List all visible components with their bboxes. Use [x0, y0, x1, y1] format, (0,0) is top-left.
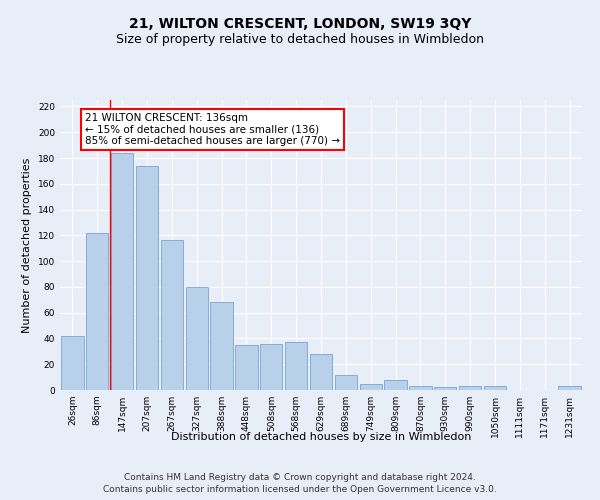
Bar: [211, 302, 233, 390]
Bar: [484, 386, 506, 390]
Bar: [459, 386, 481, 390]
Bar: [335, 374, 357, 390]
Bar: [136, 166, 158, 390]
Bar: [235, 345, 257, 390]
Bar: [285, 342, 307, 390]
Bar: [310, 354, 332, 390]
Text: 21 WILTON CRESCENT: 136sqm
← 15% of detached houses are smaller (136)
85% of sem: 21 WILTON CRESCENT: 136sqm ← 15% of deta…: [85, 113, 340, 146]
Bar: [86, 233, 109, 390]
Bar: [161, 240, 183, 390]
Text: Distribution of detached houses by size in Wimbledon: Distribution of detached houses by size …: [171, 432, 471, 442]
Text: Contains HM Land Registry data © Crown copyright and database right 2024.: Contains HM Land Registry data © Crown c…: [124, 472, 476, 482]
Bar: [61, 336, 83, 390]
Bar: [111, 153, 133, 390]
Bar: [559, 386, 581, 390]
Bar: [185, 287, 208, 390]
Bar: [409, 386, 431, 390]
Text: Size of property relative to detached houses in Wimbledon: Size of property relative to detached ho…: [116, 32, 484, 46]
Bar: [260, 344, 283, 390]
Text: Contains public sector information licensed under the Open Government Licence v3: Contains public sector information licen…: [103, 485, 497, 494]
Bar: [385, 380, 407, 390]
Bar: [359, 384, 382, 390]
Text: 21, WILTON CRESCENT, LONDON, SW19 3QY: 21, WILTON CRESCENT, LONDON, SW19 3QY: [129, 18, 471, 32]
Y-axis label: Number of detached properties: Number of detached properties: [22, 158, 32, 332]
Bar: [434, 388, 457, 390]
